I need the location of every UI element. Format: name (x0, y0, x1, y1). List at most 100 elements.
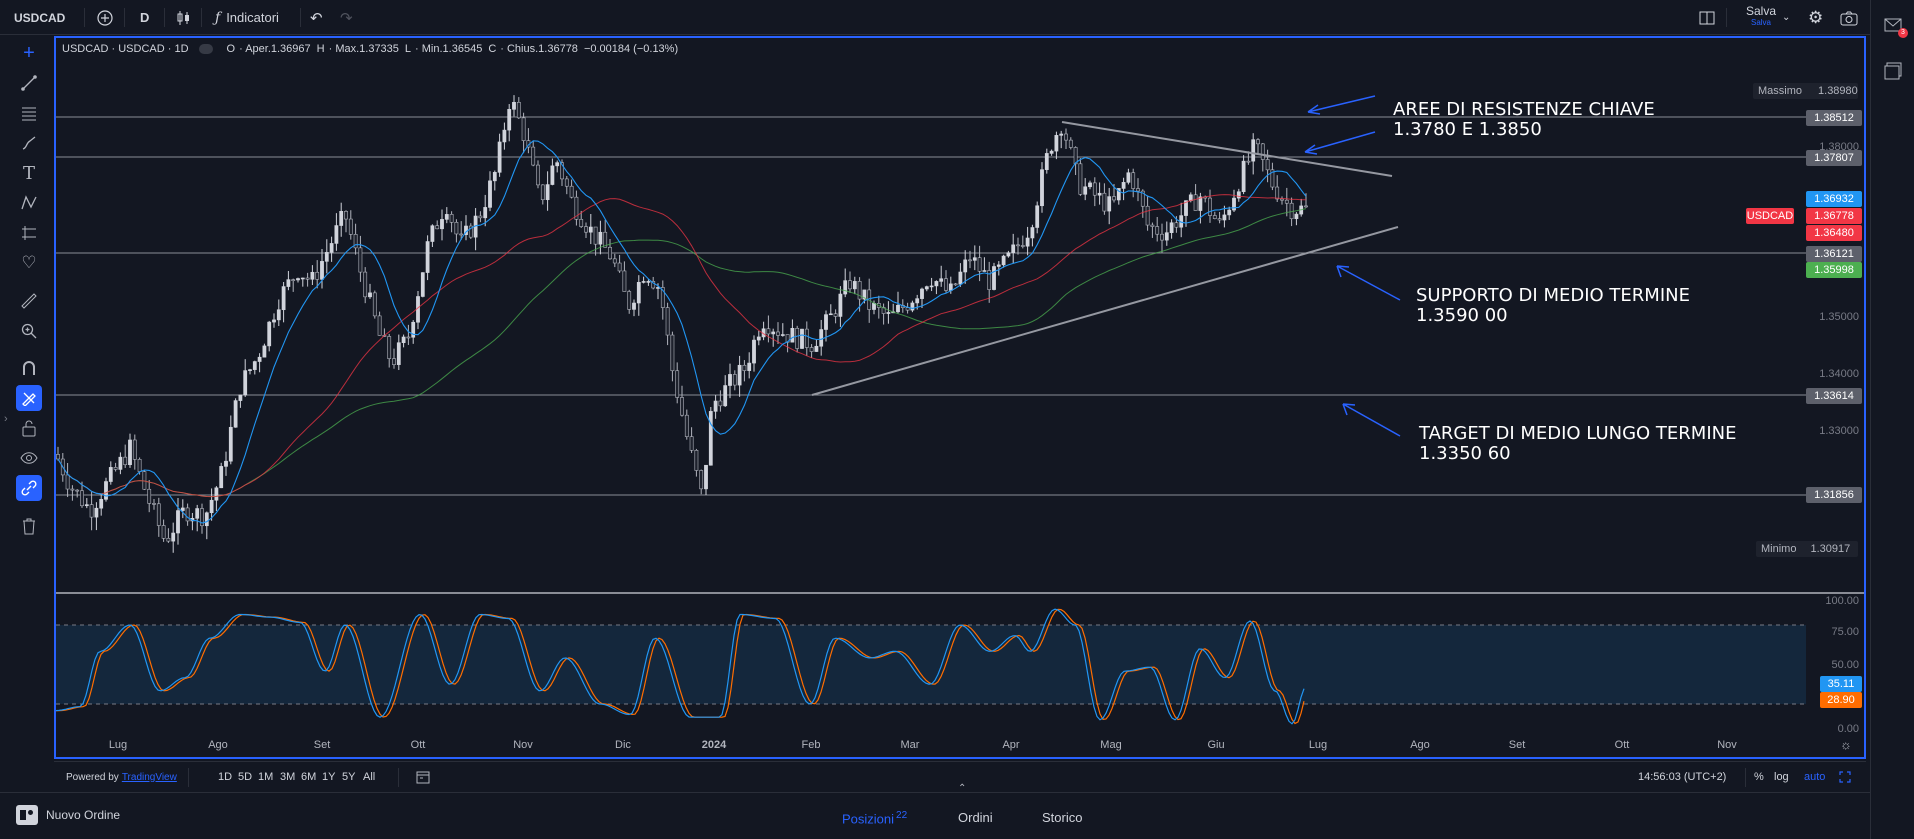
candle-body (1078, 163, 1083, 195)
symbol-search-button[interactable]: USDCAD (14, 0, 65, 35)
lock-icon[interactable] (16, 415, 42, 441)
range-button-1y[interactable]: 1Y (322, 771, 336, 783)
candle-body (1006, 252, 1011, 257)
fib-icon[interactable] (16, 100, 42, 126)
new-order-label: Nuovo Ordine (46, 808, 121, 822)
collapse-toolbar-icon[interactable]: › (4, 413, 8, 425)
candle-body (137, 459, 142, 472)
candle-body (612, 258, 617, 264)
candle-body (257, 356, 262, 362)
candle-body (1025, 237, 1030, 247)
candle-body (156, 503, 161, 526)
range-button-6m[interactable]: 6M (301, 771, 317, 783)
candle-body (348, 218, 353, 235)
range-button-all[interactable]: All (363, 771, 376, 783)
log-toggle[interactable]: log (1774, 771, 1789, 783)
brush-icon[interactable] (16, 130, 42, 156)
candle-style-icon[interactable] (175, 0, 193, 35)
candle-body (1184, 200, 1188, 216)
compare-add-icon[interactable] (96, 0, 114, 35)
trendline-icon[interactable] (16, 70, 42, 96)
range-button-5d[interactable]: 5D (238, 771, 253, 783)
candle-body (915, 298, 920, 304)
percent-toggle[interactable]: % (1754, 771, 1764, 783)
goto-date-icon[interactable] (416, 762, 430, 792)
indicators-button[interactable]: ƒ Indicatori (215, 0, 279, 35)
time-tick: Set (1509, 739, 1526, 751)
candle-body (1256, 139, 1260, 145)
candle-body (454, 222, 459, 235)
redo-icon[interactable]: ↷ (340, 9, 353, 27)
candle-body (886, 312, 891, 314)
ruler-icon[interactable] (16, 288, 42, 314)
candle-body (651, 281, 656, 289)
candle-body (1092, 182, 1097, 196)
zoom-icon[interactable] (16, 318, 42, 344)
range-button-1d[interactable]: 1D (218, 771, 233, 783)
annotation-resistance-title[interactable]: AREE DI RESISTENZE CHIAVE (1393, 99, 1655, 120)
heart-icon[interactable]: ♡ (21, 253, 37, 272)
brand-link[interactable]: TradingView (121, 771, 177, 783)
candle-body (1059, 133, 1064, 136)
annotation-support-title[interactable]: SUPPORTO DI MEDIO TERMINE (1416, 285, 1690, 306)
candle-body (104, 481, 108, 500)
mail-icon[interactable] (1884, 18, 1902, 37)
annotation-support-values[interactable]: 1.3590 00 (1416, 305, 1508, 326)
candle-body (608, 247, 612, 260)
prediction-icon[interactable] (16, 220, 42, 246)
axis-settings-icon[interactable]: ☼ (1840, 737, 1852, 752)
ma-blue-line (57, 140, 1307, 524)
crosshair-icon[interactable]: + (23, 41, 35, 64)
annotation-resistance-values[interactable]: 1.3780 E 1.3850 (1393, 119, 1542, 140)
watchlist-icon[interactable] (1884, 62, 1902, 85)
candle-body (675, 370, 680, 398)
candle-body (214, 487, 219, 501)
candle-body (353, 234, 358, 249)
save-button[interactable]: Salva Salva (1736, 4, 1786, 32)
text-tool-icon[interactable]: T (22, 162, 35, 184)
annotation-target-values[interactable]: 1.3350 60 (1419, 443, 1511, 464)
auto-toggle[interactable]: auto (1804, 771, 1826, 783)
tab-orders[interactable]: Ordini (958, 810, 993, 825)
collapse-panel-icon[interactable]: ⌃ (958, 783, 967, 794)
range-button-5y[interactable]: 5Y (342, 771, 356, 783)
candle-body (320, 261, 324, 280)
legend-title[interactable]: USDCAD · USDCAD · 1D (62, 43, 189, 55)
candle-body (1011, 244, 1016, 254)
candle-body (300, 277, 305, 280)
tab-positions[interactable]: Posizioni 22 (842, 810, 907, 826)
candle-body (488, 180, 492, 208)
candle-body (857, 281, 862, 300)
annotation-target-title[interactable]: TARGET DI MEDIO LUNGO TERMINE (1419, 423, 1737, 444)
range-button-1m[interactable]: 1M (258, 771, 274, 783)
magnet-icon[interactable] (16, 355, 42, 381)
candle-body (540, 184, 545, 201)
new-order-button[interactable]: Nuovo Ordine (16, 805, 120, 825)
candle-body (977, 257, 982, 272)
trash-icon[interactable] (16, 513, 42, 539)
gear-icon[interactable]: ⚙ (1808, 7, 1824, 27)
candle-body (848, 280, 852, 290)
legend-eye-icon[interactable] (198, 44, 213, 54)
stay-drawing-icon[interactable] (16, 385, 42, 411)
link-icon[interactable] (16, 475, 42, 501)
pattern-icon[interactable] (16, 190, 42, 216)
candle-body (819, 329, 824, 347)
range-button-3m[interactable]: 3M (280, 771, 296, 783)
tab-history[interactable]: Storico (1042, 810, 1083, 825)
undo-icon[interactable]: ↶ (310, 9, 323, 27)
camera-icon[interactable] (1840, 0, 1858, 35)
eye-icon[interactable] (16, 445, 42, 471)
interval-button[interactable]: D (140, 0, 149, 35)
candle-body (1073, 147, 1078, 165)
fullscreen-icon[interactable] (1839, 762, 1851, 792)
candle-body (363, 271, 368, 298)
chevron-down-icon[interactable]: ⌄ (1782, 12, 1791, 23)
layout-icon[interactable] (1698, 0, 1716, 35)
candle-body (905, 307, 910, 311)
candle-body (478, 215, 483, 219)
candle-body (593, 226, 598, 245)
time-tick: Lug (109, 739, 127, 751)
clock[interactable]: 14:56:03 (UTC+2) (1638, 771, 1727, 783)
